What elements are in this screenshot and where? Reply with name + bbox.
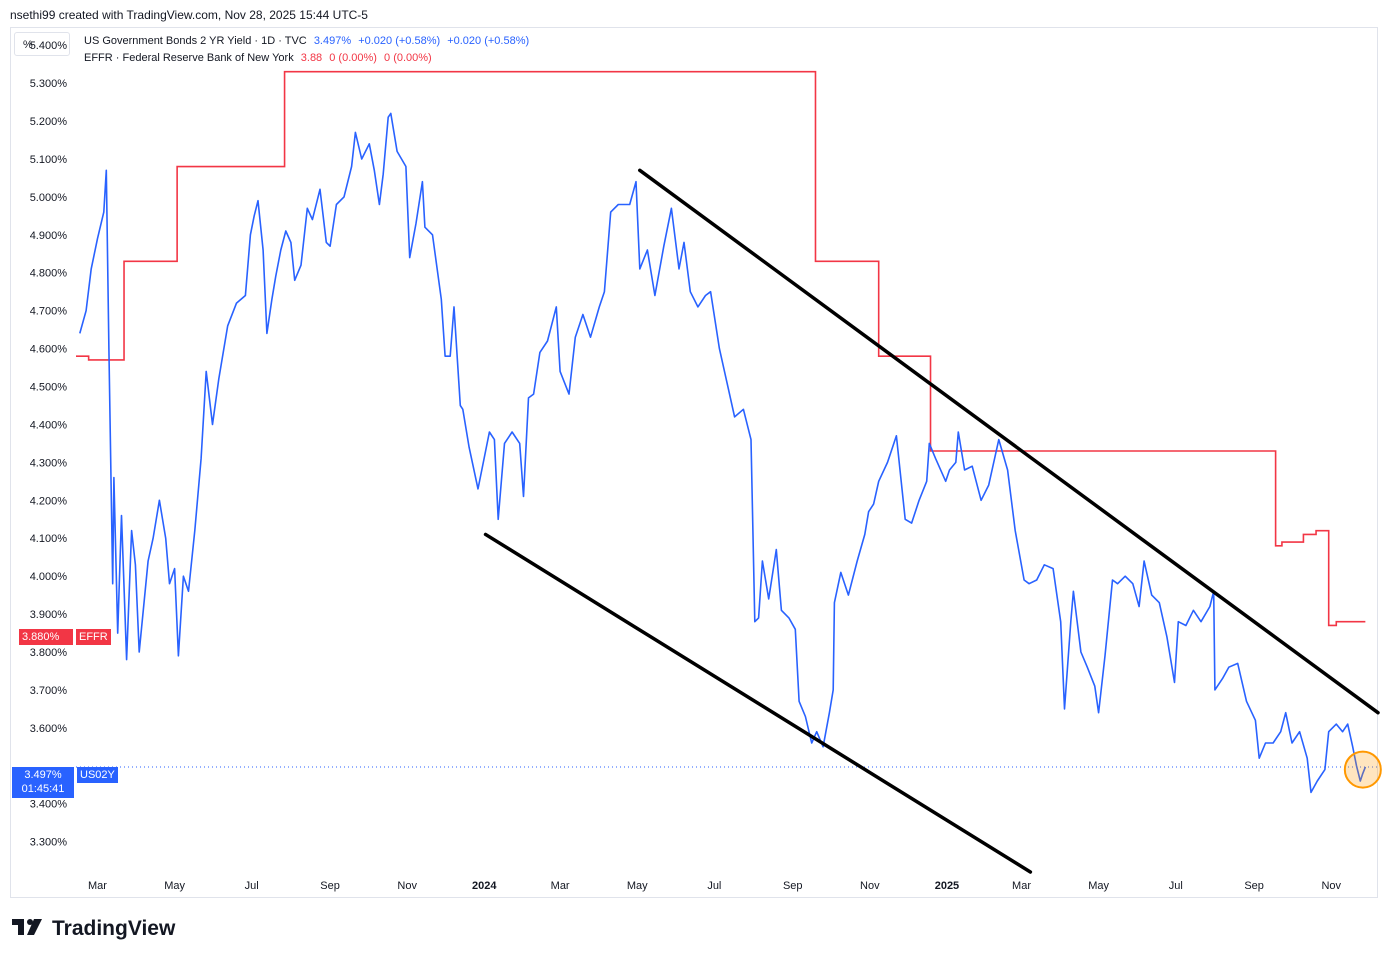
- legend-effr-name: EFFR · Federal Reserve Bank of New York: [84, 52, 294, 64]
- tradingview-logo[interactable]: TradingView: [12, 917, 175, 941]
- legend-series-us02y[interactable]: US Government Bonds 2 YR Yield · 1D · TV…: [84, 35, 533, 47]
- y-tick-label: 5.100%: [30, 154, 68, 166]
- x-tick-label: May: [164, 880, 185, 892]
- y-tick-label: 3.700%: [30, 685, 68, 697]
- series-layer: [76, 70, 1378, 794]
- y-tick-label: 4.500%: [30, 382, 68, 394]
- y-axis-ticks: 5.400% 5.300% 5.200% 5.100% 5.000% 4.900% 4.80…: [30, 40, 68, 848]
- x-tick-label: Mar: [551, 880, 570, 892]
- legend-series-effr[interactable]: EFFR · Federal Reserve Bank of New York …: [84, 52, 436, 64]
- legend-us02y-value: 3.497%: [313, 35, 352, 47]
- y-tick-label: 4.600%: [30, 344, 68, 356]
- y-tick-label: 3.800%: [30, 647, 68, 659]
- x-tick-label: Sep: [783, 880, 803, 892]
- effr-series-badge: EFFR: [76, 629, 111, 645]
- y-tick-label: 4.300%: [30, 457, 68, 469]
- trendline-layer: [483, 168, 1382, 874]
- x-tick-label: Mar: [1012, 880, 1031, 892]
- x-tick-label: 2024: [472, 880, 497, 892]
- legend-us02y-name: US Government Bonds 2 YR Yield · 1D · TV…: [84, 35, 307, 47]
- y-tick-label: 3.400%: [30, 799, 68, 811]
- y-tick-label: 4.200%: [30, 495, 68, 507]
- y-tick-label: 3.300%: [30, 837, 68, 849]
- x-axis-ticks: Mar May Jul Sep Nov 2024 Mar May Jul Sep Nov 2025 Ma…: [88, 880, 1341, 892]
- x-tick-label: May: [627, 880, 648, 892]
- x-tick-label: Sep: [320, 880, 340, 892]
- effr-price-badge: 3.880%: [19, 629, 73, 645]
- y-tick-label: 3.600%: [30, 723, 68, 735]
- tradingview-brand: TradingView: [52, 917, 176, 940]
- tradingview-mark-icon: [12, 918, 46, 941]
- y-tick-label: 5.000%: [30, 192, 68, 204]
- upper-channel-trendline[interactable]: [638, 168, 1380, 715]
- y-tick-label: 5.300%: [30, 78, 68, 90]
- x-tick-label: Nov: [397, 880, 417, 892]
- y-tick-label: 4.900%: [30, 230, 68, 242]
- lower-channel-trendline[interactable]: [483, 532, 1033, 874]
- effr-step-line: [76, 70, 1366, 627]
- us02y-countdown: 01:45:41: [21, 783, 65, 795]
- x-tick-label: Jul: [1169, 880, 1183, 892]
- y-tick-label: 4.100%: [30, 533, 68, 545]
- unit-selector[interactable]: %: [14, 32, 70, 56]
- x-tick-label: Jul: [707, 880, 721, 892]
- y-tick-label: 5.200%: [30, 116, 68, 128]
- x-tick-label: Sep: [1244, 880, 1264, 892]
- legend-effr-change-alt: 0 (0.00%): [384, 52, 432, 64]
- legend-us02y-change-alt: +0.020 (+0.58%): [447, 35, 530, 47]
- legend-us02y-change: +0.020 (+0.58%): [358, 35, 441, 47]
- last-value-highlight-circle[interactable]: [1343, 750, 1382, 789]
- x-tick-label: May: [1088, 880, 1109, 892]
- attribution-header: nsethi99 created with TradingView.com, N…: [10, 8, 368, 22]
- us02y-price-value: 3.497%: [24, 769, 62, 781]
- x-tick-label: Nov: [860, 880, 880, 892]
- us02y-yield-line: [79, 112, 1367, 794]
- chart-frame: [10, 27, 1378, 898]
- legend-effr-change: 0 (0.00%): [329, 52, 377, 64]
- y-tick-label: 5.400%: [30, 40, 68, 52]
- us02y-price-badge: 3.497% 01:45:41: [12, 767, 74, 798]
- y-tick-label: 4.400%: [30, 419, 68, 431]
- y-tick-label: 4.700%: [30, 306, 68, 318]
- y-tick-label: 3.900%: [30, 609, 68, 621]
- x-tick-label: Mar: [88, 880, 107, 892]
- x-tick-label: 2025: [935, 880, 959, 892]
- x-tick-label: Jul: [245, 880, 259, 892]
- us02y-series-badge: US02Y: [77, 767, 118, 783]
- y-tick-label: 4.800%: [30, 268, 68, 280]
- x-tick-label: Nov: [1321, 880, 1341, 892]
- legend-effr-value: 3.88: [300, 52, 323, 64]
- y-tick-label: 4.000%: [30, 571, 68, 583]
